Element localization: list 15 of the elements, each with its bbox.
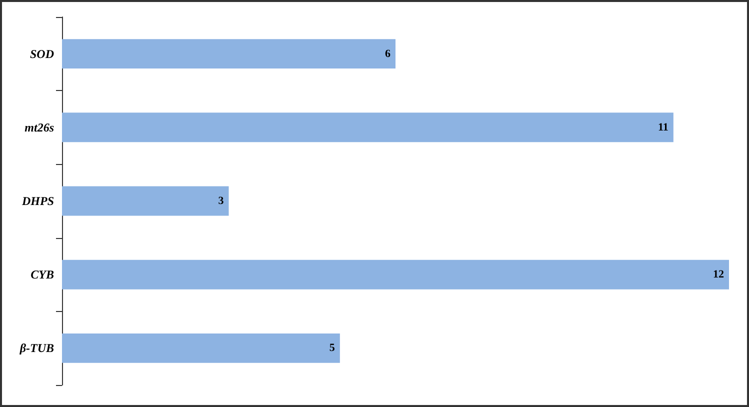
y-tick-label: SOD xyxy=(30,46,54,61)
bar xyxy=(62,39,396,69)
y-tick-label: mt26s xyxy=(24,120,54,134)
bar xyxy=(62,333,340,363)
y-tick-label: β-TUB xyxy=(18,341,54,356)
data-label: 3 xyxy=(218,195,224,207)
bar xyxy=(62,260,729,290)
data-label: 5 xyxy=(329,342,336,354)
data-label: 11 xyxy=(658,121,668,134)
bar xyxy=(62,186,229,216)
data-label: 6 xyxy=(385,48,391,60)
data-label: 12 xyxy=(713,268,724,281)
y-tick-label: CYB xyxy=(30,268,54,282)
bar xyxy=(62,112,674,142)
y-tick-label: DHPS xyxy=(20,194,54,208)
